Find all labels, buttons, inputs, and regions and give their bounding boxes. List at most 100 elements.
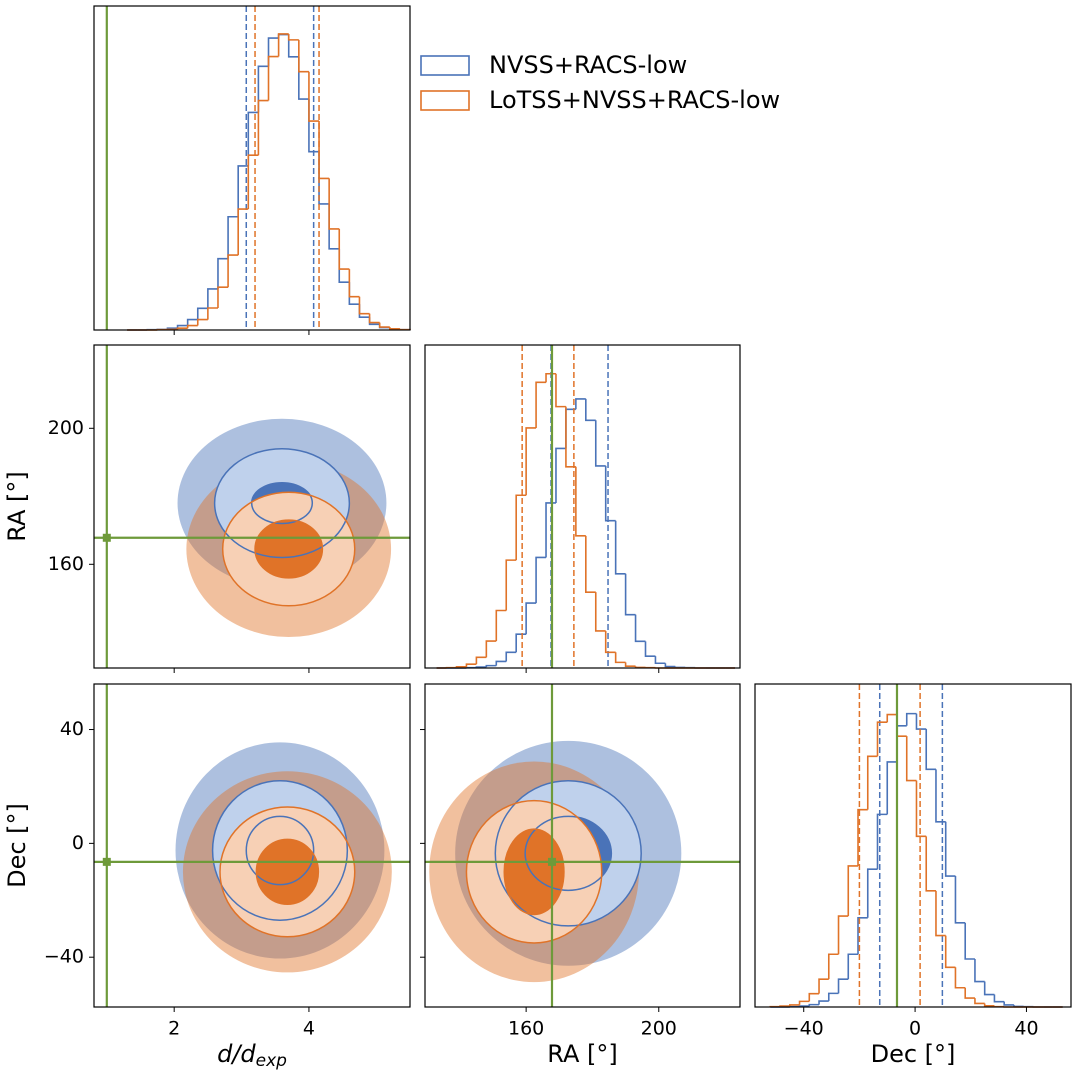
hist-step [925, 836, 936, 892]
panel-frame [93, 5, 411, 331]
hist-step [176, 324, 188, 329]
hist-step [217, 286, 229, 309]
contour-line [524, 815, 613, 892]
x-tick-label: 2 [168, 1018, 180, 1040]
hist-step [485, 664, 497, 668]
hist-step [247, 111, 259, 166]
hist-step [964, 922, 975, 960]
hist-step [905, 712, 917, 726]
x-tick-label: 160 [508, 1018, 544, 1040]
label-text: Dec [°] [871, 1040, 956, 1068]
hist-step [338, 228, 350, 270]
hist-step [644, 641, 656, 657]
hist-step [257, 65, 269, 113]
histogram [127, 33, 411, 331]
contour-line [250, 481, 314, 525]
hist-step [176, 327, 188, 330]
hist-step [954, 967, 966, 989]
hist-step [827, 992, 839, 1002]
hist-step [925, 729, 936, 771]
hist-step [505, 651, 517, 662]
hist-step [287, 33, 299, 41]
hist-step [525, 427, 537, 496]
hist-step [1013, 1004, 1024, 1008]
hist-step [358, 304, 370, 319]
hist-step [505, 559, 517, 611]
hist-step [378, 322, 390, 328]
truth-point [102, 533, 111, 542]
hist-step [896, 724, 907, 762]
x-axis-label: Dec [°] [871, 1040, 956, 1068]
hist-step [207, 307, 218, 320]
hist-step [866, 755, 878, 810]
hist-step [237, 208, 249, 256]
hist-step [974, 998, 985, 1005]
histogram [769, 713, 1063, 1008]
hist-step [837, 978, 849, 994]
x-tick-label: 4 [303, 1018, 315, 1040]
hist-step [594, 592, 606, 632]
y-axis-label: RA [°] [3, 471, 31, 541]
hist-step [495, 660, 507, 666]
y-axis-label: Dec [°] [3, 803, 31, 888]
hist-step [827, 953, 839, 980]
histogram [127, 33, 411, 331]
hist-step [298, 39, 309, 73]
contour-line [503, 828, 565, 916]
contour-inner [255, 520, 323, 578]
hist-step [808, 992, 820, 1002]
hist-step [634, 666, 646, 669]
histogram [436, 398, 736, 669]
hist-step [227, 215, 239, 259]
hist-step [267, 55, 279, 101]
contour-line [494, 780, 642, 927]
hist-step [267, 37, 279, 67]
hist-step [789, 1004, 800, 1007]
hist-step [485, 640, 497, 658]
hist-step [555, 373, 566, 408]
hist-step [358, 296, 370, 315]
label-text: d/d [217, 1040, 256, 1068]
hist-step [624, 662, 636, 668]
hist-step [983, 981, 995, 996]
hist-step [217, 257, 229, 289]
hist-step [328, 203, 340, 250]
histogram [770, 712, 1063, 1008]
hist-step [555, 447, 566, 503]
hist-step [935, 769, 946, 823]
hist-step [974, 958, 985, 983]
label-subscript: exp [256, 1051, 288, 1071]
contour-line [245, 815, 315, 886]
hist-step [604, 465, 616, 522]
hist-step [257, 99, 269, 156]
legend-label: LoTSS+NVSS+RACS-low [489, 86, 780, 114]
hist-step [515, 633, 527, 653]
y-tick-label: −40 [44, 946, 84, 968]
hist-step [535, 556, 547, 604]
panel-frame [424, 683, 741, 1008]
hist-step [515, 494, 527, 561]
hist-step [575, 466, 586, 537]
hist-step [847, 865, 859, 917]
hist-step [886, 761, 897, 815]
hist-step [575, 398, 586, 410]
contour-line [254, 519, 324, 579]
hist-step [196, 318, 208, 326]
hist-step [298, 56, 309, 100]
hist-step [915, 713, 927, 730]
hist-step [277, 33, 289, 39]
x-tick-label: 40 [1014, 1018, 1038, 1040]
hist-step [964, 987, 975, 999]
hist-step [388, 327, 400, 330]
hist-step [585, 535, 596, 593]
legend-swatch [420, 90, 470, 111]
contour-line [211, 780, 349, 921]
hist-step [475, 656, 487, 665]
x-tick-label: −40 [784, 1018, 824, 1040]
panel [429, 740, 682, 983]
hist-step [624, 573, 636, 616]
panel-frame [424, 344, 741, 669]
hist-step [634, 614, 646, 643]
hist-step [944, 821, 956, 877]
